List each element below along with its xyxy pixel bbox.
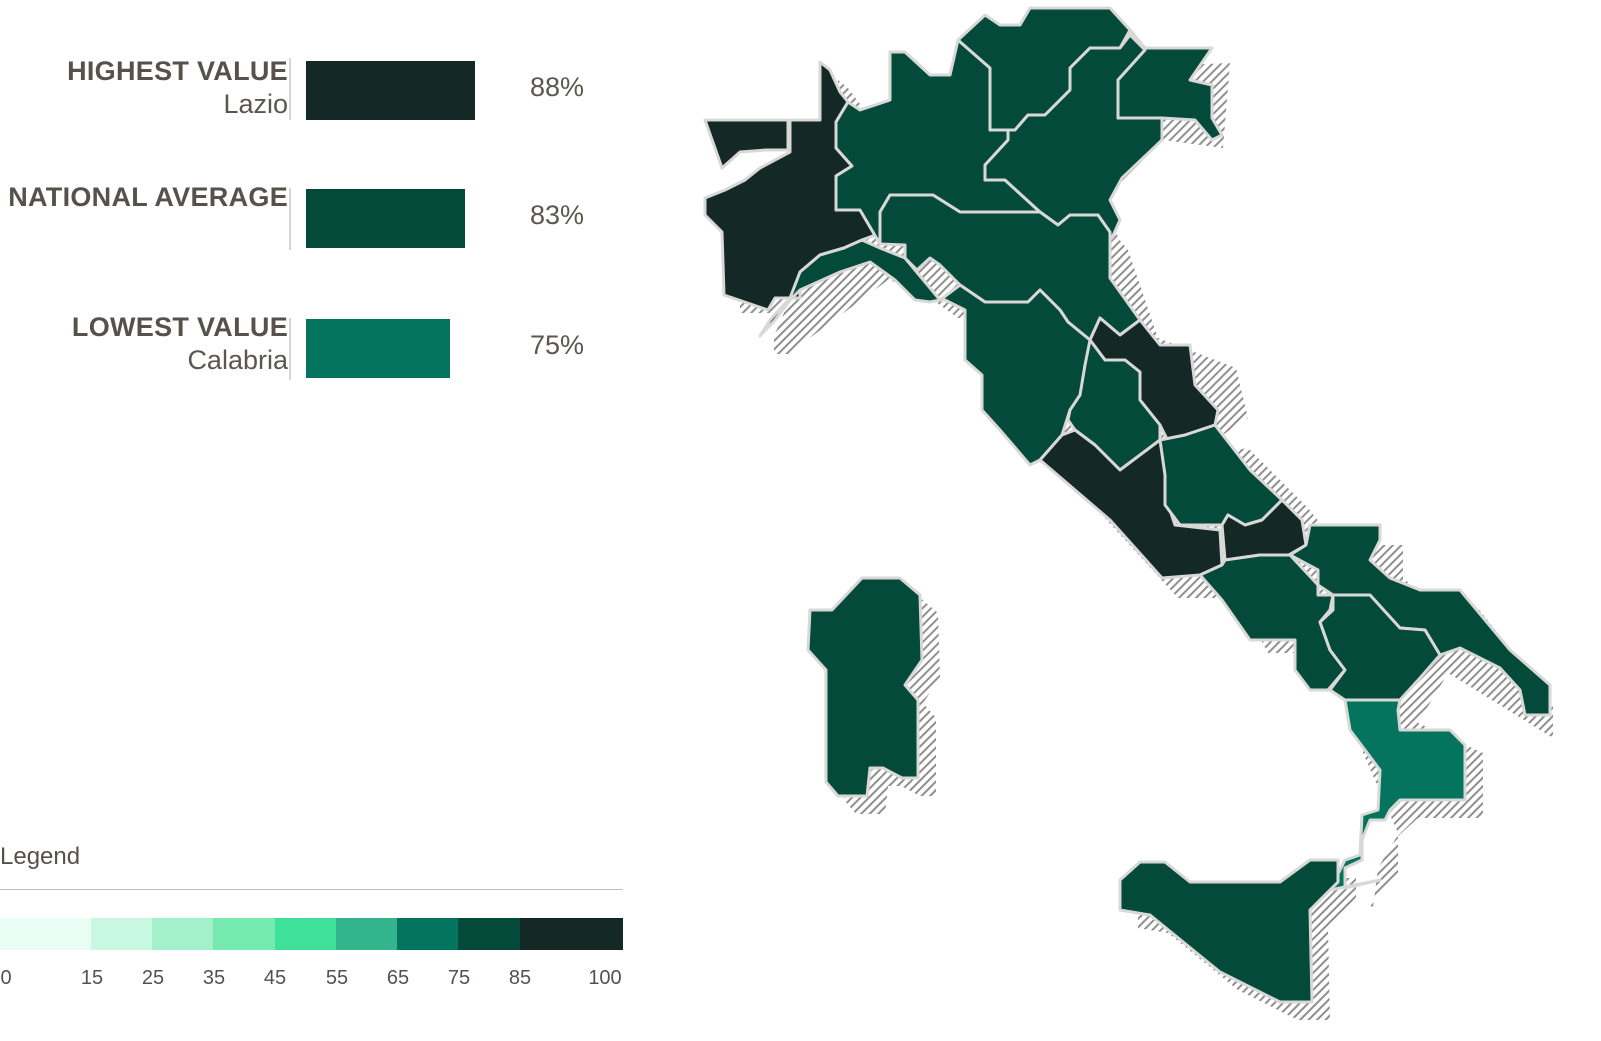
legend-tick-label: 25 [141,967,165,989]
legend-bin [520,918,623,950]
stat-label: HIGHEST VALUE Lazio [67,56,288,122]
legend-bin [0,918,91,950]
region-sicilia [1118,858,1340,1004]
legend-tick-label: 35 [202,967,226,989]
value-bar [306,189,465,248]
legend-bin [275,918,336,950]
region-sardegna [806,576,924,798]
stat-title: NATIONAL AVERAGE [8,182,288,212]
region-calabria [1328,698,1467,892]
divider [289,58,291,120]
legend-bin [397,918,458,950]
stat-region: Lazio [223,89,288,119]
legend-tick-label: 85 [508,967,532,989]
stat-highest: HIGHEST VALUE Lazio 88% [0,56,620,128]
legend-tick-label: 45 [263,967,287,989]
legend-bin [458,918,520,950]
value-label: 83% [530,200,585,230]
value-label: 88% [530,72,585,102]
legend-tick-label: 55 [325,967,349,989]
value-bar [306,319,450,378]
region-puglia [1288,523,1552,717]
legend-tick-label: 75 [447,967,471,989]
legend-tick-label: 0 [0,967,12,989]
stat-lowest: LOWEST VALUE Calabria 75% [0,312,620,384]
stat-title: LOWEST VALUE [71,312,288,342]
legend-tick-label: 100 [588,967,622,989]
legend-bin [213,918,275,950]
value-label: 75% [530,330,585,360]
legend-title: Legend [0,843,81,870]
stat-title: HIGHEST VALUE [67,56,288,86]
legend-bin [91,918,152,950]
region-valle-daosta [703,118,790,170]
region-layer [703,6,1552,1004]
legend-tick-label: 65 [386,967,410,989]
legend-tick-label: 15 [80,967,104,989]
legend-bin [336,918,397,950]
divider [289,188,291,250]
divider [289,318,291,380]
legend-bin [152,918,213,950]
region-liguria [758,238,942,338]
italy-map [703,6,1553,1020]
stat-label: NATIONAL AVERAGE [8,182,288,212]
legend-color-scale [0,918,623,950]
region-friuli-venezia-giulia [1116,28,1224,142]
legend-divider [0,889,623,890]
stat-national-average: NATIONAL AVERAGE 83% [0,182,620,254]
stat-region: Calabria [187,345,288,375]
value-bar [306,61,475,120]
stat-label: LOWEST VALUE Calabria [72,312,288,378]
